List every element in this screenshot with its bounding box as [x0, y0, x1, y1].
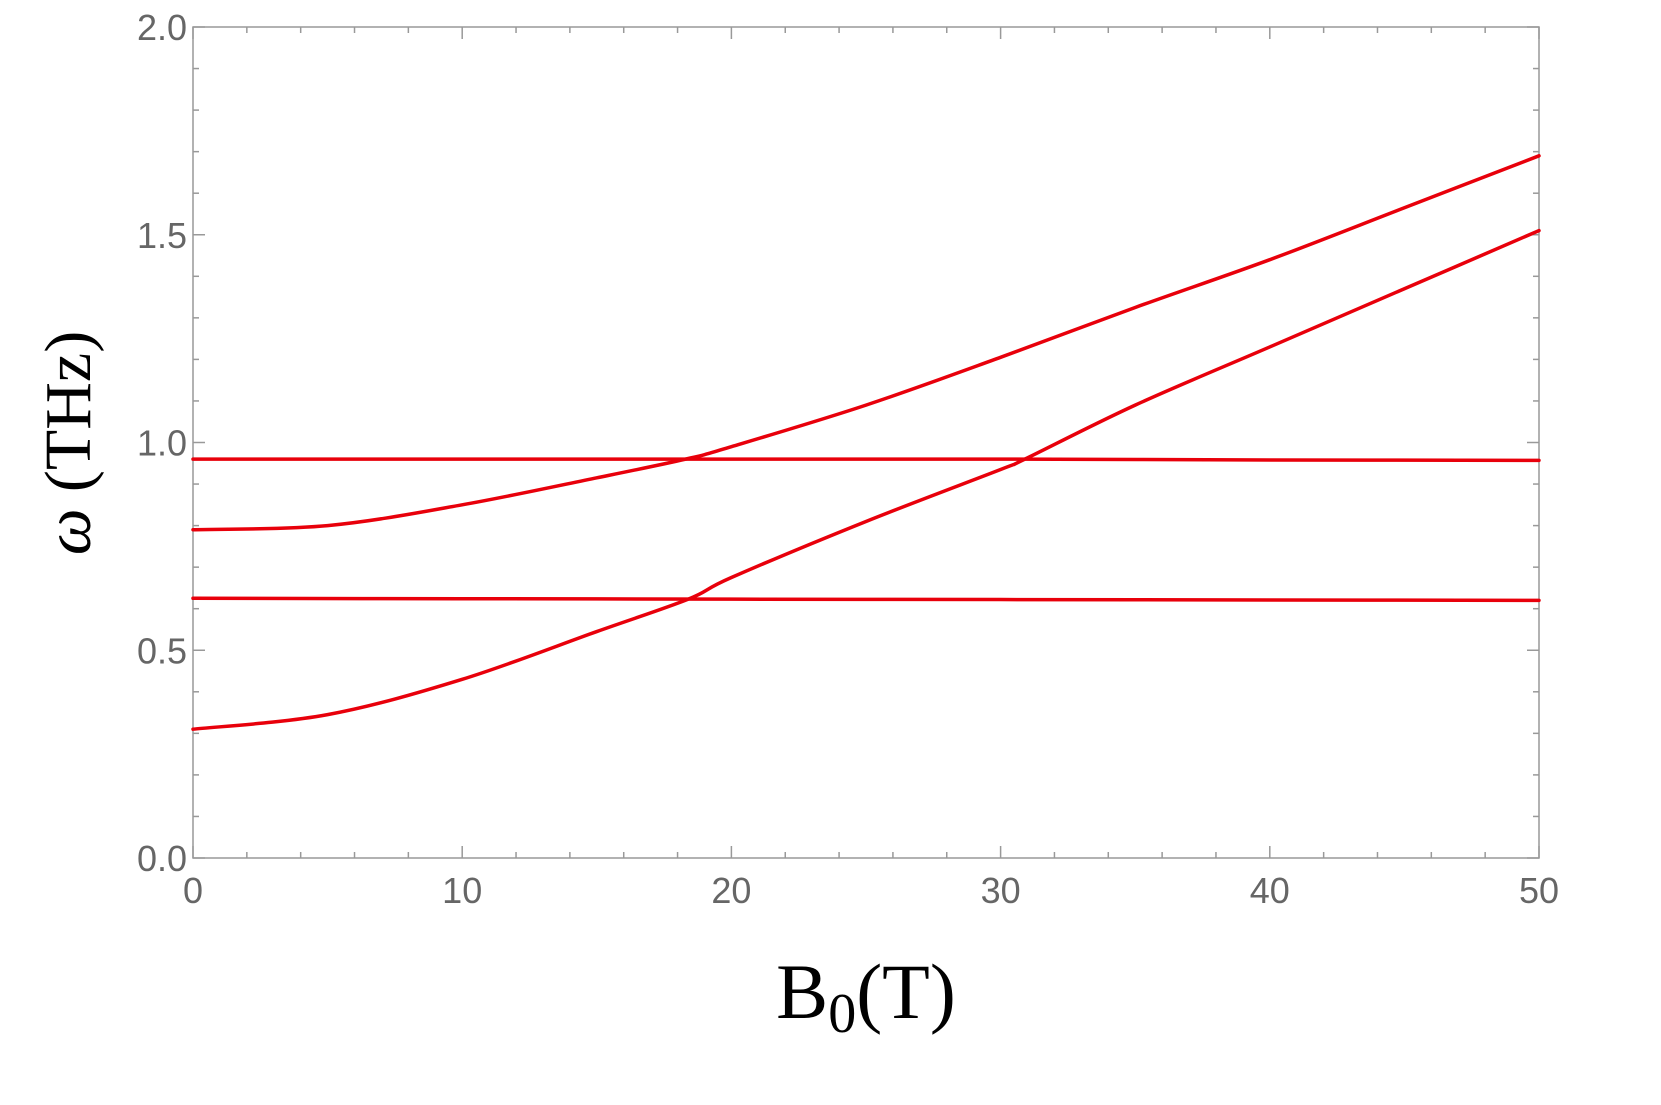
x-tick-label: 10 [442, 870, 482, 911]
x-tick-label: 0 [183, 870, 203, 911]
y-tick-labels: 0.0 0.5 1.0 1.5 2.0 [137, 7, 187, 879]
major-ticks [192, 26, 1540, 859]
series-line-4 [191, 228, 1541, 731]
series-line-1 [191, 457, 1541, 463]
plot-frame [192, 26, 1540, 859]
y-axis-title-unit: (THz) [32, 331, 105, 492]
y-tick-label: 1.5 [137, 215, 187, 256]
y-tick-label: 2.0 [137, 7, 187, 48]
x-axis-title-unit: (T) [856, 948, 956, 1035]
y-tick-label: 0.5 [137, 630, 187, 671]
y-tick-label: 1.0 [137, 423, 187, 464]
y-axis-title-space [32, 492, 105, 509]
x-tick-label: 40 [1250, 870, 1290, 911]
x-tick-label: 20 [711, 870, 751, 911]
series-group [191, 154, 1541, 731]
y-tick-label: 0.0 [137, 838, 187, 879]
x-axis-title-symbol: B [776, 948, 828, 1035]
series-line-3 [191, 154, 1541, 532]
series-line-2 [191, 596, 1541, 603]
x-tick-label: 50 [1519, 870, 1559, 911]
minor-ticks [193, 27, 1539, 858]
x-axis-title: B0(T) [776, 948, 956, 1045]
y-axis-title: ω (THz) [32, 331, 105, 555]
x-tick-labels: 0 10 20 30 40 50 [183, 870, 1559, 911]
y-axis-title-symbol: ω [32, 509, 105, 556]
x-axis-title-subscript: 0 [828, 983, 856, 1045]
x-tick-label: 30 [981, 870, 1021, 911]
